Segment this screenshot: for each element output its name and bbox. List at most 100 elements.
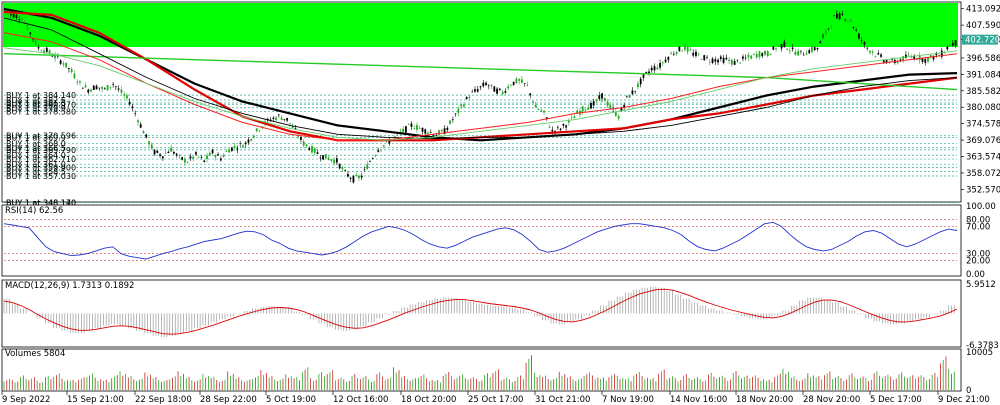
price-tick-label: 369.076 [966,136,1000,146]
price-candle [626,95,628,99]
price-candle [120,86,123,95]
price-candle [255,128,258,133]
price-candle [730,58,733,67]
current-price-label: 402.720 [965,36,1000,46]
price-candle [869,50,871,55]
price-candle [225,149,228,153]
price-candle [87,88,90,95]
price-candle [302,139,305,148]
macd-pane[interactable]: MACD(12,26,9) 1.7313 0.1892 5.9512 -6.378… [1,279,999,351]
buy-order-label: BUY 1 at 379.9 [6,104,66,113]
macd-signal-series [3,288,958,335]
volume-pane[interactable]: Volumes 5804 10005 0 [1,348,993,396]
price-candle [587,105,590,110]
price-candle [34,38,37,46]
price-candle [504,88,507,95]
price-candle [438,129,440,137]
price-candle [529,93,532,99]
volume-bars [3,355,955,390]
price-candle [540,108,543,113]
price-candle [877,50,880,56]
price-candle [454,113,457,117]
buy-order-label: BUY 1 at 382.5 [6,96,66,105]
price-candle [949,44,951,47]
buy-order-label: BUY 1 at 381.5 [6,99,66,108]
price-candle [512,81,515,86]
price-candle [178,153,181,160]
price-tick-label: 374.578 [966,120,1000,130]
price-candle [750,54,753,60]
price-candle [349,176,352,183]
price-candle [429,129,432,134]
price-candle [352,175,355,184]
price-candle [324,153,327,159]
rsi-line [3,221,958,260]
price-candle [639,76,642,88]
time-tick-label: 31 Oct 21:00 [535,395,590,405]
price-candle [711,56,714,65]
price-candle [863,41,866,49]
price-candle [824,28,827,37]
price-candle [73,70,76,80]
price-candle [366,160,369,170]
price-candle [15,12,18,20]
price-candle [791,44,794,52]
price-candle [543,110,545,115]
price-candle [805,50,808,55]
price-candle [695,49,697,58]
buy-order-label: BUY 1 at 365.790 [6,146,76,155]
price-candle [142,130,145,134]
price-candle [134,110,137,117]
price-candle [595,98,598,104]
price-candle [849,17,852,23]
price-candle [230,147,233,152]
price-candle [468,94,471,101]
price-candle [924,57,927,66]
price-candle [184,156,186,167]
price-candle [380,149,382,153]
price-candle [708,58,711,66]
price-candle [333,157,335,166]
price-candle [95,84,98,90]
price-tick-label: 380.080 [966,103,1000,113]
price-candle [811,44,813,54]
price-candle [109,86,112,90]
price-candle [407,123,410,125]
price-candle [866,46,869,51]
price-candle [137,118,139,126]
price-candle [764,50,766,56]
price-candle [523,82,526,87]
macd-tick-label: -6.3783 [966,341,999,351]
price-candle [526,81,529,87]
price-candle [656,64,659,71]
price-candle [827,27,830,31]
price-candle [153,148,156,156]
price-candle [692,49,695,58]
price-candle [206,152,208,163]
price-candle [766,49,769,58]
price-candle [338,163,341,170]
volume-axis-ticks: 10005 0 [966,348,993,396]
price-candle [758,50,761,60]
price-candle [159,152,161,158]
price-candle [371,157,374,160]
price-tick-label: 396.586 [966,54,1000,64]
price-candle [347,171,349,178]
price-candle [891,57,893,62]
price-candle [84,82,87,88]
price-candle [208,151,211,156]
price-candle [717,58,719,66]
price-candle [424,128,427,136]
buy-order-label: BUY 1 at 369.9 [6,134,66,143]
price-tick-label: 407.590 [966,21,1000,31]
price-tick-label: 358.072 [966,169,1000,179]
price-candle [305,144,308,148]
price-candle [217,152,219,156]
price-candle [598,91,601,102]
price-candle [946,45,949,52]
price-candle [672,51,675,56]
price-candle [562,123,565,129]
